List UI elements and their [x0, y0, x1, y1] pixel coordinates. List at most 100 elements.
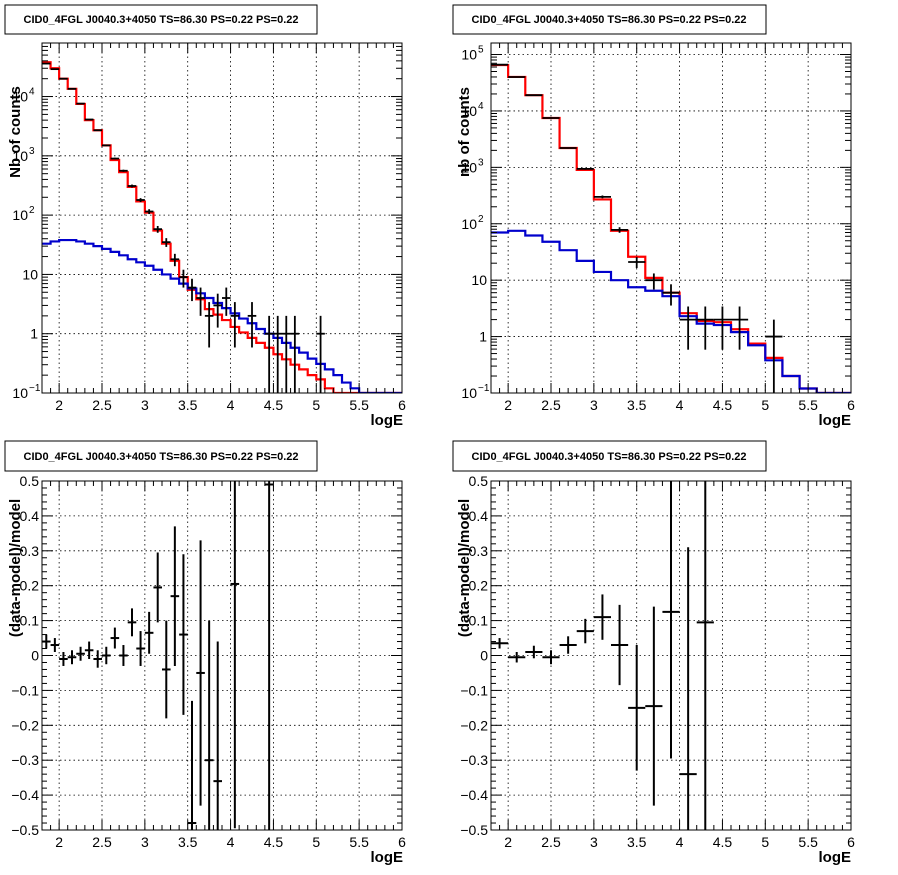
data-point [316, 315, 325, 393]
x-tick-label: 4.5 [264, 397, 284, 413]
y-tick-label: −0.3 [11, 752, 39, 768]
data-point [162, 238, 171, 247]
y-tick-label: 10 [461, 103, 477, 119]
y-tick-label: 0.5 [20, 473, 40, 489]
y-tick-exponent: 3 [478, 157, 484, 168]
data-point [662, 284, 680, 306]
data-point [696, 306, 714, 350]
plot-frame-bg [491, 43, 851, 393]
residual-point [213, 641, 222, 830]
data-points [42, 62, 325, 393]
data-point [179, 269, 188, 288]
y-tick-label: 0.2 [20, 578, 40, 594]
data-point [731, 306, 749, 350]
y-tick-label: −0.2 [11, 717, 39, 733]
data-point [153, 225, 162, 233]
data-point [102, 144, 111, 147]
residual-point [593, 594, 611, 640]
title-box [4, 440, 318, 472]
data-point [196, 287, 205, 316]
title-box [4, 4, 318, 35]
residual-point [84, 641, 94, 659]
data-point [628, 257, 646, 269]
y-tick-label: −0.4 [11, 787, 39, 803]
residual-point [662, 481, 680, 759]
y-tick-label: −0.2 [460, 717, 488, 733]
x-tick-label: 4 [676, 397, 684, 413]
x-tick-label: 2 [504, 397, 512, 413]
data-point [93, 129, 102, 132]
y-tick-label: 10 [12, 385, 28, 401]
data-point [170, 253, 180, 267]
data-point [144, 209, 154, 215]
y-tick-label: −0.1 [460, 682, 488, 698]
y-tick-label: 10 [12, 89, 28, 105]
y-tick-label: 10 [461, 216, 477, 232]
x-tick-label: 4 [227, 397, 235, 413]
plot-area: 2 2.5 3 3.5 4 4.5 5 5.5 6 −0.5 −0.4 −0.3 −0.2 −0.1 0 0.… [11, 473, 406, 850]
residual-point [645, 606, 663, 806]
x-tick-label: 3 [141, 397, 149, 413]
x-tick-label: 4.5 [713, 834, 733, 850]
x-tick-label: 3.5 [178, 397, 198, 413]
data-point [204, 302, 214, 348]
x-tick-label: 5.5 [349, 397, 369, 413]
residual-point [204, 620, 214, 830]
residual-point [696, 481, 714, 830]
data-point [230, 302, 240, 348]
title-box [452, 440, 767, 472]
y-tick-label: 0.4 [469, 508, 489, 524]
data-point [136, 198, 145, 202]
data-point [765, 319, 783, 393]
background-model-step-line [491, 229, 851, 393]
y-tick-label: −0.5 [11, 822, 39, 838]
y-axis-label: (data-model)/model [456, 499, 473, 637]
residual-point [179, 554, 188, 715]
data-point [611, 227, 629, 233]
y-tick-label: 0.2 [469, 578, 489, 594]
y-tick-exponent: 4 [29, 87, 35, 98]
data-point [127, 184, 137, 188]
panel-title: CID0_4FGL J0040.3+4050 TS=86.30 PS=0.22 … [472, 14, 747, 26]
background-model-step-line [42, 238, 402, 393]
panel-counts-left: CID0_4FGL J0040.3+4050 TS=86.30 PS=0.22 … [4, 4, 406, 429]
data-points [42, 481, 274, 830]
data-points [491, 481, 714, 830]
x-tick-label: 3.5 [178, 834, 198, 850]
x-tick-label: 3.5 [627, 397, 647, 413]
x-tick-label: 6 [398, 834, 406, 850]
y-tick-label: 0 [31, 648, 39, 664]
y-tick-label: −0.3 [460, 752, 488, 768]
residual-point [187, 700, 197, 830]
x-tick-label: 2 [55, 397, 63, 413]
data-point [247, 302, 257, 348]
data-point [290, 315, 300, 393]
y-tick-exponent: 2 [29, 205, 35, 216]
y-tick-label: 0.1 [20, 613, 40, 629]
residual-point [576, 618, 594, 644]
residual-point [525, 645, 543, 659]
residual-point [136, 631, 145, 666]
x-tick-label: 6 [847, 397, 855, 413]
x-axis: 2 2.5 3 3.5 4 4.5 5 5.5 6 [490, 43, 855, 413]
x-tick-label: 3 [141, 834, 149, 850]
y-tick-label: 10 [12, 207, 28, 223]
y-tick-exponent: −1 [478, 383, 490, 394]
x-tick-label: 2.5 [541, 834, 561, 850]
y-tick-label: 10 [22, 266, 38, 282]
x-tick-label: 5 [312, 397, 320, 413]
x-axis: 2 2.5 3 3.5 4 4.5 5 5.5 6 [41, 43, 406, 413]
plot-frame-bg [42, 43, 402, 393]
x-tick-label: 5.5 [349, 834, 369, 850]
data-point [282, 315, 291, 393]
x-tick-label: 2.5 [541, 397, 561, 413]
data-point [187, 278, 197, 302]
data-point [593, 195, 611, 199]
x-tick-label: 4.5 [264, 834, 284, 850]
x-tick-label: 2.5 [92, 397, 112, 413]
